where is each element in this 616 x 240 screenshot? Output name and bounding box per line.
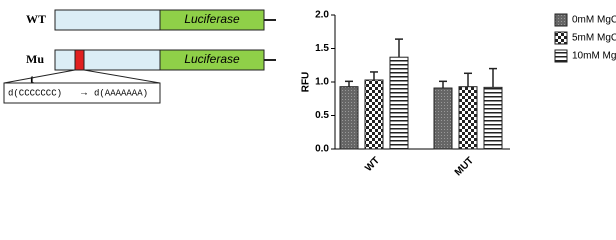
gene-label: Luciferase: [184, 52, 240, 66]
bar: [389, 56, 409, 150]
x-tick-label: WT: [363, 155, 382, 174]
mutation-site: [74, 49, 85, 71]
construct-label: Mu: [26, 52, 44, 66]
promoter-box: [54, 49, 161, 71]
bar: [364, 79, 384, 150]
figure: WT Luciferase Mu t Luciferase d(CCCCCCC)…: [3, 9, 616, 179]
y-tick-label: 0.0: [315, 144, 329, 155]
y-tick-label: 2.0: [315, 10, 329, 21]
construct-label: t: [30, 72, 34, 86]
bar: [458, 86, 478, 150]
bar: [339, 86, 359, 150]
legend-label: 0mM MgCl₂: [572, 15, 616, 26]
legend-swatch: [554, 13, 568, 27]
y-tick-label: 1.5: [315, 43, 329, 54]
y-tick-label: 0.5: [315, 110, 329, 121]
arrow: →: [79, 88, 89, 99]
chart: 0.0 0.5 1.0 1.5 2.0 RFU WT MUT 0mM MgCl₂ 5mM MgCl…: [301, 10, 616, 179]
mutation-box: [3, 82, 161, 104]
y-axis-label: RFU: [301, 72, 312, 93]
legend-swatch: [554, 49, 568, 63]
line: [3, 69, 76, 84]
mutation-to: d(AAAAAAA): [94, 88, 148, 98]
legend-label: 10mM MgCl₂: [572, 51, 616, 62]
gene-label: Luciferase: [184, 12, 240, 26]
bar: [433, 87, 453, 150]
line: [83, 69, 161, 84]
mutation-from: d(CCCCCCC): [8, 88, 62, 98]
y-tick-label: 1.0: [315, 77, 329, 88]
legend-label: 5mM MgCl₂: [572, 33, 616, 44]
legend-swatch: [554, 31, 568, 45]
page: WT Luciferase Mu t Luciferase d(CCCCCCC)…: [3, 9, 616, 179]
x-tick-label: MUT: [453, 155, 476, 178]
bar: [483, 86, 503, 150]
construct-label: WT: [26, 12, 46, 26]
diagram: WT Luciferase Mu t Luciferase d(CCCCCCC)…: [3, 9, 276, 104]
promoter-box: [54, 9, 161, 31]
